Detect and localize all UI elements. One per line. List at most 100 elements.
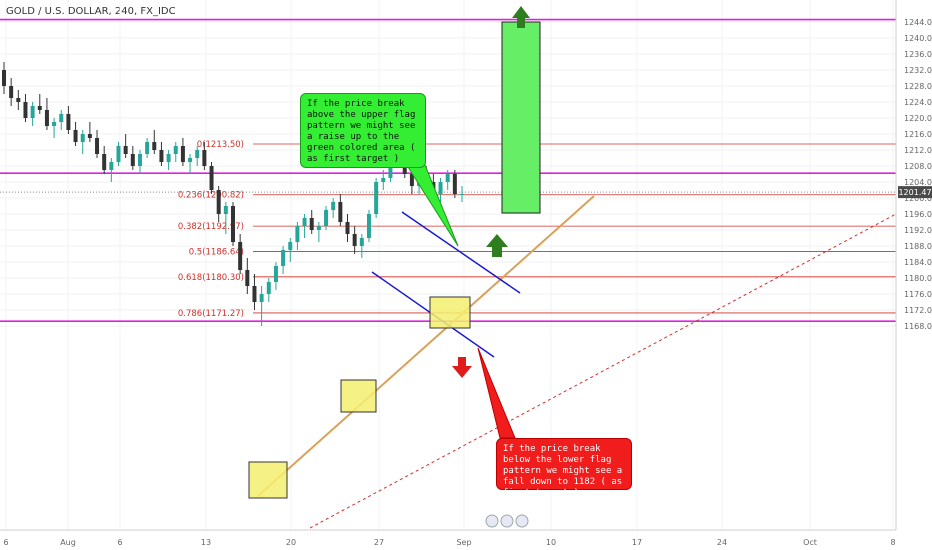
candle-body bbox=[166, 154, 171, 162]
candle-body bbox=[309, 218, 314, 230]
candle-body bbox=[302, 218, 307, 226]
fib-label: 0.382(1192.97) bbox=[178, 222, 244, 232]
x-tick-label: 24 bbox=[717, 538, 727, 547]
candle-body bbox=[2, 70, 6, 86]
price-badge-bg bbox=[898, 186, 932, 199]
candle-body bbox=[216, 190, 221, 214]
y-tick-label: 1196.00 bbox=[904, 210, 932, 219]
candle-body bbox=[180, 146, 185, 162]
x-tick-label: Oct bbox=[803, 538, 817, 547]
y-tick-label: 1244.00 bbox=[904, 18, 932, 27]
y-tick-label: 1188.00 bbox=[904, 242, 932, 251]
dotted-diagonal bbox=[309, 213, 897, 529]
candle-body bbox=[188, 158, 193, 162]
candle-body bbox=[438, 182, 443, 194]
highlight-box bbox=[340, 379, 377, 413]
candle-body bbox=[345, 222, 350, 234]
fib-label: 0.786(1171.27) bbox=[178, 309, 244, 319]
y-tick-label: 1176.00 bbox=[904, 290, 932, 299]
price-badge: 1201.47 bbox=[898, 186, 932, 199]
y-tick-label: 1208.00 bbox=[904, 162, 932, 171]
trendline bbox=[257, 195, 595, 497]
candle-body bbox=[273, 266, 278, 282]
candle-body bbox=[123, 146, 128, 154]
candle-body bbox=[359, 238, 364, 246]
price-badge-label: 1201.47 bbox=[898, 188, 931, 197]
breakout-arrow-up-icon bbox=[486, 234, 508, 257]
green-callout: If the price break above the upper flag … bbox=[300, 93, 426, 168]
x-tick-label: 6 bbox=[3, 538, 8, 547]
candle-body bbox=[316, 226, 321, 230]
candle-body bbox=[116, 146, 121, 162]
candle-body bbox=[238, 242, 243, 270]
candle-body bbox=[259, 294, 264, 302]
fib-label: 0.236(1200.82) bbox=[178, 191, 244, 201]
x-tick-label: 6 bbox=[117, 538, 122, 547]
candle-body bbox=[145, 142, 150, 154]
candle-body bbox=[44, 110, 49, 126]
target-arrow-up-icon bbox=[512, 6, 530, 28]
event-flag-icon bbox=[500, 514, 514, 528]
candle-body bbox=[252, 286, 257, 302]
candle-body bbox=[59, 114, 64, 122]
y-axis: 1244.00 1240.00 1236.00 1232.00 1228.00 1224.… bbox=[895, 0, 932, 530]
y-tick-label: 1184.00 bbox=[904, 258, 932, 267]
candle-body bbox=[130, 154, 135, 166]
event-flag-icon bbox=[515, 514, 529, 528]
x-tick-label: 10 bbox=[546, 538, 556, 547]
candle-body bbox=[409, 174, 414, 186]
x-tick-label: 20 bbox=[286, 538, 296, 547]
x-tick-label: 17 bbox=[632, 538, 642, 547]
candle-body bbox=[366, 214, 371, 238]
event-flag-icon bbox=[485, 514, 499, 528]
candle-body bbox=[288, 242, 293, 250]
candle-body bbox=[460, 194, 464, 195]
green-target-box bbox=[501, 21, 541, 214]
candle-body bbox=[331, 202, 336, 210]
fib-label: 0(1213.50) bbox=[197, 140, 244, 150]
fib-levels: 0(1213.50) 0.236(1200.82) 0.382(1192.97) 0.… bbox=[178, 140, 896, 319]
grid bbox=[0, 0, 896, 530]
candle-body bbox=[352, 234, 357, 246]
candle-body bbox=[95, 138, 100, 154]
x-tick-label: Aug bbox=[60, 538, 76, 547]
candle-body bbox=[195, 150, 200, 158]
y-tick-label: 1168.00 bbox=[904, 322, 932, 331]
candle-body bbox=[52, 122, 57, 126]
x-tick-label: 13 bbox=[201, 538, 211, 547]
candle-body bbox=[30, 106, 35, 118]
candle-body bbox=[266, 282, 271, 294]
candle-body bbox=[324, 210, 329, 226]
candle-body bbox=[295, 226, 300, 242]
candle-body bbox=[137, 154, 142, 166]
candle-body bbox=[152, 142, 157, 150]
fib-label: 0.5(1186.64) bbox=[189, 247, 244, 257]
candle-body bbox=[374, 182, 379, 214]
highlight-box bbox=[429, 296, 471, 329]
y-tick-label: 1200.00 bbox=[904, 194, 932, 203]
y-tick-label: 1236.00 bbox=[904, 50, 932, 59]
drawings bbox=[248, 6, 897, 529]
candle-body bbox=[66, 114, 71, 130]
red-callout-pointer bbox=[477, 347, 516, 439]
candle-body bbox=[37, 106, 42, 110]
candle-body bbox=[23, 102, 28, 118]
red-callout: If the price break below the lower flag … bbox=[496, 438, 632, 498]
candle-body bbox=[338, 202, 343, 222]
y-tick-label: 1220.00 bbox=[904, 114, 932, 123]
candle-body bbox=[445, 174, 450, 182]
y-tick-label: 1232.00 bbox=[904, 66, 932, 75]
x-tick-label: Sep bbox=[456, 538, 471, 547]
candle-body bbox=[381, 178, 386, 182]
candle-body bbox=[73, 130, 78, 142]
y-tick-label: 1240.00 bbox=[904, 34, 932, 43]
candle-body bbox=[202, 150, 207, 166]
candle-body bbox=[87, 134, 92, 138]
chart-title: GOLD / U.S. DOLLAR, 240, FX_IDC bbox=[6, 6, 176, 17]
y-tick-label: 1172.00 bbox=[904, 306, 932, 315]
x-axis: 6 Aug 6 13 20 27 Sep 10 17 24 Oct 8 bbox=[0, 529, 896, 547]
y-tick-label: 1216.00 bbox=[904, 130, 932, 139]
candle-body bbox=[209, 166, 214, 190]
candle-body bbox=[80, 134, 85, 142]
